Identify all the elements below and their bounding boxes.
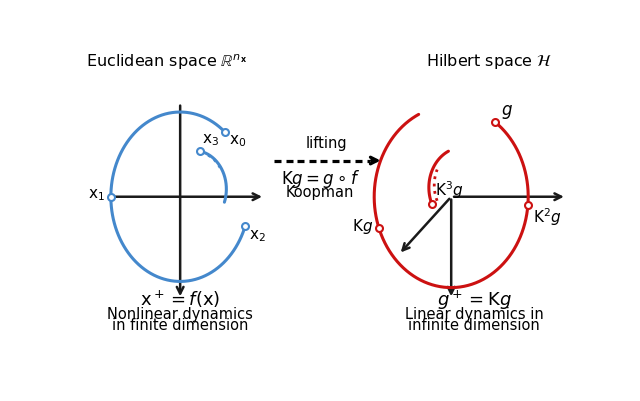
Text: $\mathrm{K}^3g$: $\mathrm{K}^3g$ [435,180,463,201]
Text: $\mathrm{x}_0$: $\mathrm{x}_0$ [229,134,246,149]
Text: $g^+ = \mathrm{K}g$: $g^+ = \mathrm{K}g$ [437,289,512,312]
Text: $\mathrm{x}_3$: $\mathrm{x}_3$ [202,132,219,148]
Text: Euclidean space $\mathbb{R}^{n_{\mathbf{x}}}$: Euclidean space $\mathbb{R}^{n_{\mathbf{… [86,52,247,71]
Text: $\mathrm{K}^2g$: $\mathrm{K}^2g$ [532,206,561,228]
Text: infinite dimension: infinite dimension [408,318,540,333]
Text: $g$: $g$ [500,103,513,121]
Text: $\mathrm{x}_2$: $\mathrm{x}_2$ [249,228,266,244]
Text: $\mathrm{K}g = g \circ f$: $\mathrm{K}g = g \circ f$ [281,168,360,190]
Text: in finite dimension: in finite dimension [112,318,248,333]
Text: Linear dynamics in: Linear dynamics in [405,307,543,322]
Text: $\mathrm{x}^+ = f(\mathrm{x})$: $\mathrm{x}^+ = f(\mathrm{x})$ [140,289,220,310]
Text: Koopman: Koopman [286,185,355,200]
Text: lifting: lifting [306,136,348,151]
Text: Hilbert space $\mathcal{H}$: Hilbert space $\mathcal{H}$ [426,52,553,71]
Text: Nonlinear dynamics: Nonlinear dynamics [108,307,253,322]
Text: $\mathrm{x}_1$: $\mathrm{x}_1$ [88,187,105,203]
Text: $\mathrm{K}g$: $\mathrm{K}g$ [351,217,372,236]
